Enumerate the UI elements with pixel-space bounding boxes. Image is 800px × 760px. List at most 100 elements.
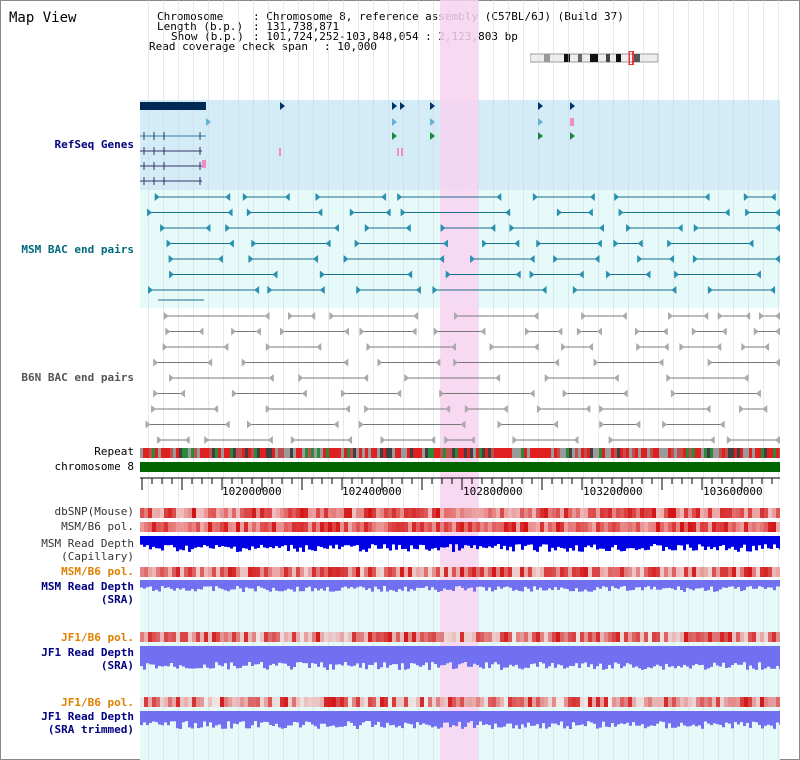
refseq-gene-marker <box>392 102 397 110</box>
msm-b6-pol2-cell <box>700 567 704 577</box>
jf1-b6-pol-cell <box>416 632 420 642</box>
dbsnp-cell <box>564 508 568 518</box>
msm-b6-pol2-cell <box>144 567 148 577</box>
jf1-depth-trimmed-bar <box>464 711 467 727</box>
msm-depth-capillary-bar <box>701 536 704 547</box>
jf1-b6-pol-cell <box>328 632 332 642</box>
msm-bac-pair-end <box>407 270 413 279</box>
msm-b6-pol2-cell <box>628 567 632 577</box>
track-label-msm-read-depth-sra[interactable]: MSM Read Depth (SRA) <box>41 580 134 606</box>
track-label-repeat[interactable]: Repeat <box>94 445 134 458</box>
msm-bac-pair-end <box>325 239 331 248</box>
repeat-segment <box>605 448 608 458</box>
msm-depth-sra-bar <box>515 580 518 590</box>
track-area[interactable] <box>140 0 780 760</box>
repeat-segment <box>518 448 521 458</box>
jf1-depth-sra-bar <box>614 646 617 663</box>
msm-b6-pol2-cell <box>208 567 212 577</box>
repeat-segment <box>341 448 344 458</box>
jf1-b6-pol-cell <box>228 632 232 642</box>
msm-bac-pair-end <box>160 224 166 232</box>
jf1-depth-trimmed-bar <box>602 711 605 722</box>
msm-depth-sra-bar <box>374 580 377 587</box>
jf1-depth-sra-bar <box>311 646 314 664</box>
track-label-jf1-b6-pol-2[interactable]: JF1/B6 pol. <box>61 696 134 709</box>
track-label-jf1-read-depth-sra[interactable]: JF1 Read Depth (SRA) <box>41 646 134 672</box>
jf1-depth-trimmed-bar <box>686 711 689 727</box>
dbsnp-cell <box>728 508 732 518</box>
repeat-segment <box>674 448 677 458</box>
msm-b6-pol-cell <box>700 522 704 532</box>
repeat-segment <box>326 448 329 458</box>
msm-depth-sra-bar <box>752 580 755 589</box>
track-label-msm-bac[interactable]: MSM BAC end pairs <box>21 243 134 256</box>
chromosome-ideogram[interactable] <box>530 51 660 65</box>
msm-depth-sra-bar <box>521 580 524 592</box>
jf1-depth-trimmed-bar <box>260 711 263 723</box>
jf1-depth-trimmed-bar <box>536 711 539 725</box>
msm-depth-capillary-bar <box>692 536 695 551</box>
msm-depth-capillary-bar <box>263 536 266 548</box>
msm-depth-capillary-bar <box>209 536 212 549</box>
msm-depth-sra-bar <box>146 580 149 588</box>
dbsnp-cell <box>184 508 188 518</box>
dbsnp-cell <box>772 508 776 518</box>
jf1-b6-pol-cell <box>380 632 384 642</box>
jf1-b6-pol2-cell <box>148 697 152 707</box>
msm-b6-pol-cell <box>396 522 400 532</box>
msm-b6-pol2-cell <box>624 567 628 577</box>
msm-b6-pol-cell <box>420 522 424 532</box>
repeat-segment <box>761 448 764 458</box>
jf1-depth-sra-bar <box>668 646 671 667</box>
b6n-bac-pair-end <box>241 358 247 367</box>
msm-depth-sra-bar <box>143 580 146 589</box>
jf1-b6-pol2-cell <box>248 697 252 707</box>
repeat-segment <box>389 448 392 458</box>
jf1-depth-trimmed-bar <box>665 711 668 729</box>
track-label-msm-b6-pol[interactable]: MSM/B6 pol. <box>61 520 134 533</box>
dbsnp-cell <box>580 508 584 518</box>
page-title: Map View <box>9 10 77 26</box>
jf1-b6-pol-cell <box>628 632 632 642</box>
jf1-depth-sra-bar <box>416 646 419 666</box>
jf1-depth-trimmed-bar <box>629 711 632 726</box>
b6n-bac-pair-end <box>533 312 539 320</box>
msm-depth-capillary-bar <box>203 536 206 545</box>
msm-depth-sra-bar <box>629 580 632 591</box>
repeat-segment <box>179 448 182 458</box>
track-label-dbsnp[interactable]: dbSNP(Mouse) <box>54 505 134 518</box>
jf1-b6-pol-cell <box>176 632 180 642</box>
jf1-depth-sra-bar <box>689 646 692 669</box>
track-label-msm-read-depth-capillary[interactable]: MSM Read Depth (Capillary) <box>41 537 134 563</box>
track-label-b6n-bac[interactable]: B6N BAC end pairs <box>21 371 134 384</box>
features-svg[interactable] <box>140 0 780 760</box>
msm-depth-sra-bar <box>674 580 677 591</box>
repeat-segment <box>293 448 296 458</box>
jf1-b6-pol-cell <box>744 632 748 642</box>
b6n-bac-pair-end <box>184 436 190 444</box>
msm-depth-capillary-bar <box>767 536 770 549</box>
jf1-depth-trimmed-bar <box>599 711 602 728</box>
msm-b6-pol2-cell <box>584 567 588 577</box>
track-label-refseq[interactable]: RefSeq Genes <box>54 138 134 151</box>
msm-b6-pol2-cell <box>572 567 576 577</box>
msm-bac-pair-end <box>333 224 339 232</box>
msm-b6-pol2-cell <box>692 567 696 577</box>
jf1-depth-sra-bar <box>623 646 626 667</box>
msm-b6-pol2-cell <box>520 567 524 577</box>
jf1-b6-pol-cell <box>728 632 732 642</box>
track-label-msm-b6-pol-2[interactable]: MSM/B6 pol. <box>61 565 134 578</box>
repeat-segment <box>158 448 161 458</box>
b6n-bac-pair-end <box>758 312 764 320</box>
track-label-jf1-b6-pol[interactable]: JF1/B6 pol. <box>61 631 134 644</box>
msm-depth-sra-bar <box>371 580 374 592</box>
msm-depth-capillary-bar <box>437 536 440 551</box>
jf1-b6-pol-cell <box>688 632 692 642</box>
b6n-bac-pair-end <box>480 327 486 336</box>
track-label-jf1-read-depth-trimmed[interactable]: JF1 Read Depth (SRA trimmed) <box>41 710 134 736</box>
repeat-segment <box>686 448 689 458</box>
jf1-depth-trimmed-bar <box>698 711 701 726</box>
msm-depth-sra-bar <box>755 580 758 589</box>
jf1-b6-pol-cell <box>368 632 372 642</box>
jf1-b6-pol2-cell <box>724 697 728 707</box>
